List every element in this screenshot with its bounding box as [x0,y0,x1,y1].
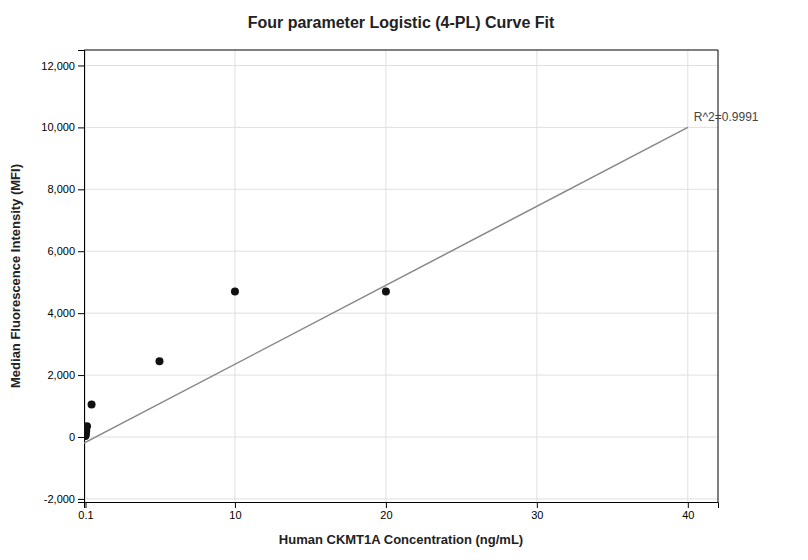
tick: 12,000 [41,59,84,71]
grid [84,50,718,502]
tick-label: 6,000 [47,245,75,257]
grid-line [84,375,718,376]
tick-label: 4,000 [47,307,75,319]
frame-line [84,50,718,51]
tick: 8,000 [47,183,84,195]
tick-mark [386,502,387,508]
tick: 30 [531,502,543,521]
grid-line [687,50,688,502]
grid-line [536,50,537,502]
grid-line [84,313,718,314]
x-axis-title: Human CKMT1A Concentration (ng/mL) [279,532,523,547]
grid-line [84,436,718,437]
tick-mark [78,499,84,500]
tick-mark [688,502,689,508]
tick-label: 20 [380,509,392,521]
tick-label: 30 [531,509,543,521]
title: Four parameter Logistic (4-PL) Curve Fit [248,14,555,31]
tick-label: 12,000 [41,59,75,71]
x-axis: 0.1 10 20 30 40 [78,502,718,521]
axis-line [85,503,719,509]
chart: 0.1 10 20 30 40 -2,000 0 2,000 4,000 6,000 8,000 10… [0,0,808,560]
tick-label: 0 [69,431,75,443]
tick-label: 10,000 [41,121,75,133]
tick-mark [78,189,84,190]
tick: 10 [229,502,241,521]
tick-mark [78,65,84,66]
y-axis: -2,000 0 2,000 4,000 6,000 8,000 10,000 12,000 [41,51,84,505]
tick: 0 [69,431,84,443]
tick: 6,000 [47,245,84,257]
tick: 0.1 [78,502,93,521]
tick-mark [86,502,87,508]
point [84,422,91,430]
grid-line [84,251,718,252]
point [88,400,96,408]
point [382,287,390,295]
frame [84,50,718,502]
axis-line [78,51,85,503]
point [231,287,239,295]
tick-mark [78,375,84,376]
tick-mark [78,437,84,438]
grid-line [84,65,718,66]
fit-line [84,127,688,443]
grid-line [84,127,718,128]
grid-line [234,50,235,502]
tick: 2,000 [47,369,84,381]
tick-mark [235,502,236,508]
tick: 40 [682,502,694,521]
grid-line [84,498,718,499]
tick-label: 40 [682,509,694,521]
annotation: R^2=0.9991 [694,110,759,124]
tick-mark [78,127,84,128]
tick-label: 10 [229,509,241,521]
point [155,357,163,365]
tick-label: 2,000 [47,369,75,381]
grid-line [385,50,386,502]
tick-label: 0.1 [78,509,93,521]
tick: 10,000 [41,121,84,133]
tick-label: 8,000 [47,183,75,195]
tick-label: -2,000 [44,493,75,505]
grid-line [84,189,718,190]
tick: 20 [380,502,392,521]
tick: 4,000 [47,307,84,319]
marks [84,127,688,443]
tick-mark [78,313,84,314]
tick-mark [537,502,538,508]
tick: -2,000 [44,493,84,505]
y-axis-title: Median Fluorescence Intensity (MFI) [8,164,23,388]
tick-mark [78,251,84,252]
